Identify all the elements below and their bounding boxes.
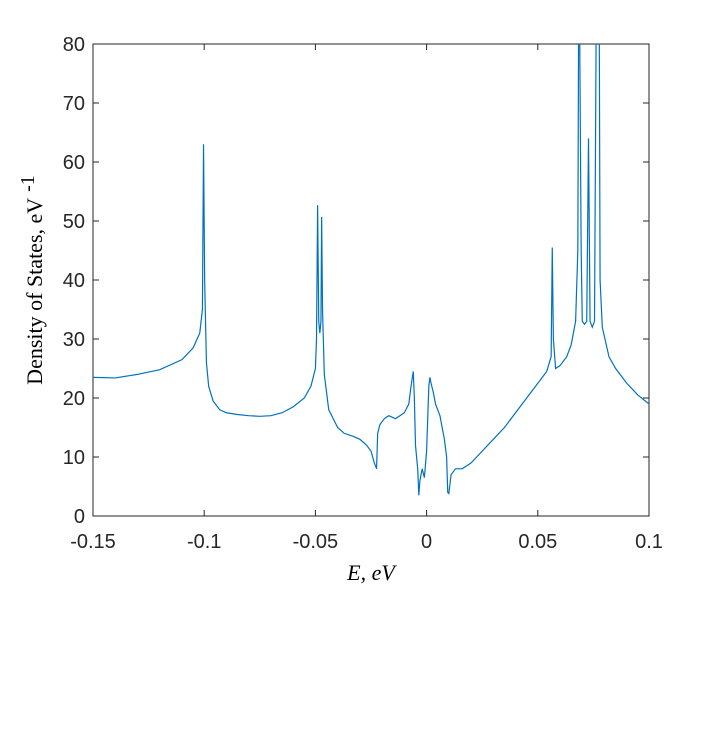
x-tick-label: -0.15 (70, 531, 116, 553)
x-tick-label: 0 (421, 531, 432, 553)
x-axis-label: E, eV (346, 560, 397, 585)
y-axis-label: Density of States, eV -1 (17, 175, 47, 385)
y-tick-label: 60 (63, 152, 85, 174)
y-tick-label: 0 (74, 506, 85, 528)
plot-area (92, 43, 650, 517)
y-tick-label: 70 (63, 93, 85, 115)
y-tick-label: 20 (63, 388, 85, 410)
y-tick-label: 40 (63, 270, 85, 292)
x-tick-label: 0.1 (635, 531, 663, 553)
y-tick-label: 10 (63, 447, 85, 469)
data-line (93, 44, 649, 496)
y-tick-label: 50 (63, 211, 85, 233)
x-tick-label: 0.05 (518, 531, 557, 553)
y-axis-label-main: Density of States, eV (22, 198, 47, 385)
y-tick-label: 30 (63, 329, 85, 351)
y-axis-label-sup: -1 (17, 175, 39, 192)
y-tick-label: 80 (63, 34, 85, 56)
x-tick-label: -0.05 (293, 531, 339, 553)
x-tick-label: -0.1 (187, 531, 221, 553)
